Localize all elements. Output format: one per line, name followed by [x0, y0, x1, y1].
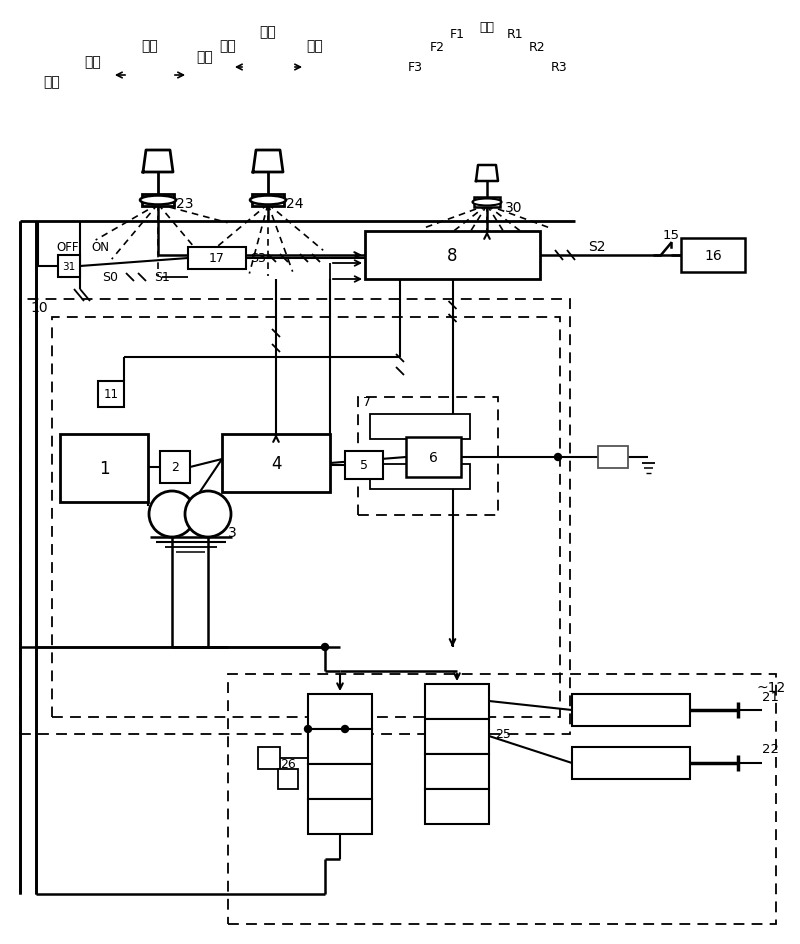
Circle shape — [185, 492, 231, 537]
Bar — [474, 198, 500, 208]
Bar — [425, 789, 489, 824]
Bar — [425, 719, 489, 754]
Text: 23: 23 — [176, 196, 194, 211]
Bar — [278, 769, 298, 789]
Bar — [252, 194, 284, 207]
Polygon shape — [476, 166, 498, 182]
Bar — [308, 800, 372, 834]
Polygon shape — [143, 151, 173, 173]
Text: R3: R3 — [550, 61, 567, 75]
Bar — [188, 247, 246, 270]
Bar — [406, 437, 461, 478]
Text: 24: 24 — [286, 196, 303, 211]
Circle shape — [322, 644, 329, 650]
Text: 21: 21 — [762, 691, 779, 704]
Bar — [345, 451, 383, 480]
Text: 11: 11 — [103, 388, 118, 401]
Text: 7: 7 — [363, 396, 371, 409]
Text: 挖掘: 挖掘 — [306, 39, 323, 53]
Bar — [365, 232, 540, 279]
Text: 卸料: 卸料 — [220, 39, 236, 53]
Bar — [20, 299, 570, 734]
Ellipse shape — [473, 199, 502, 207]
Text: S2: S2 — [588, 240, 606, 254]
Text: 中立: 中立 — [142, 39, 158, 53]
Text: 10: 10 — [30, 301, 48, 314]
Text: 8: 8 — [447, 246, 458, 264]
Text: 30: 30 — [505, 201, 522, 215]
Circle shape — [554, 454, 562, 461]
Text: R1: R1 — [506, 28, 523, 42]
Polygon shape — [253, 151, 283, 173]
Bar — [60, 434, 148, 502]
Bar — [52, 318, 560, 717]
Text: 6: 6 — [429, 450, 438, 464]
Text: 抬起: 抬起 — [197, 50, 214, 64]
Ellipse shape — [250, 196, 286, 205]
Bar — [308, 694, 372, 729]
Bar — [425, 754, 489, 789]
Text: OFF: OFF — [57, 242, 79, 254]
Bar — [222, 434, 330, 493]
Ellipse shape — [140, 196, 176, 205]
Text: 中立: 中立 — [260, 25, 276, 39]
Text: 16: 16 — [704, 248, 722, 262]
Bar — [370, 414, 470, 440]
Text: ~12: ~12 — [756, 681, 786, 694]
Bar — [358, 397, 498, 515]
Bar — [58, 256, 80, 278]
Text: 25: 25 — [495, 728, 511, 741]
Circle shape — [149, 492, 195, 537]
Bar — [142, 194, 174, 207]
Text: F1: F1 — [450, 28, 465, 42]
Text: S0: S0 — [102, 271, 118, 284]
Bar — [681, 239, 745, 273]
Bar — [598, 447, 628, 468]
Text: F3: F3 — [407, 61, 422, 75]
Text: 浮动: 浮动 — [44, 75, 60, 89]
Text: 26: 26 — [280, 758, 296, 770]
Text: 17: 17 — [209, 252, 225, 265]
Text: 5: 5 — [360, 459, 368, 472]
Text: 15: 15 — [662, 229, 679, 243]
Circle shape — [342, 726, 349, 733]
Bar — [228, 674, 776, 924]
Text: 1: 1 — [98, 460, 110, 478]
Text: R2: R2 — [529, 42, 546, 55]
Text: F2: F2 — [430, 42, 445, 55]
Text: S3: S3 — [250, 252, 266, 265]
Bar — [572, 694, 690, 726]
Bar — [98, 381, 124, 408]
Circle shape — [305, 726, 311, 733]
Bar — [370, 464, 470, 490]
Bar — [160, 451, 190, 483]
Text: 4: 4 — [270, 454, 282, 473]
Bar — [572, 748, 690, 779]
Text: 22: 22 — [762, 743, 779, 756]
Text: 2: 2 — [171, 461, 179, 474]
Bar — [308, 729, 372, 765]
Text: ON: ON — [91, 242, 109, 254]
Bar — [308, 765, 372, 800]
Bar — [258, 748, 280, 769]
Bar — [425, 684, 489, 719]
Text: 3: 3 — [228, 526, 237, 539]
Text: 31: 31 — [62, 261, 76, 272]
Text: 中立: 中立 — [479, 22, 494, 35]
Text: S1: S1 — [154, 271, 170, 284]
Text: 下降: 下降 — [85, 55, 102, 69]
